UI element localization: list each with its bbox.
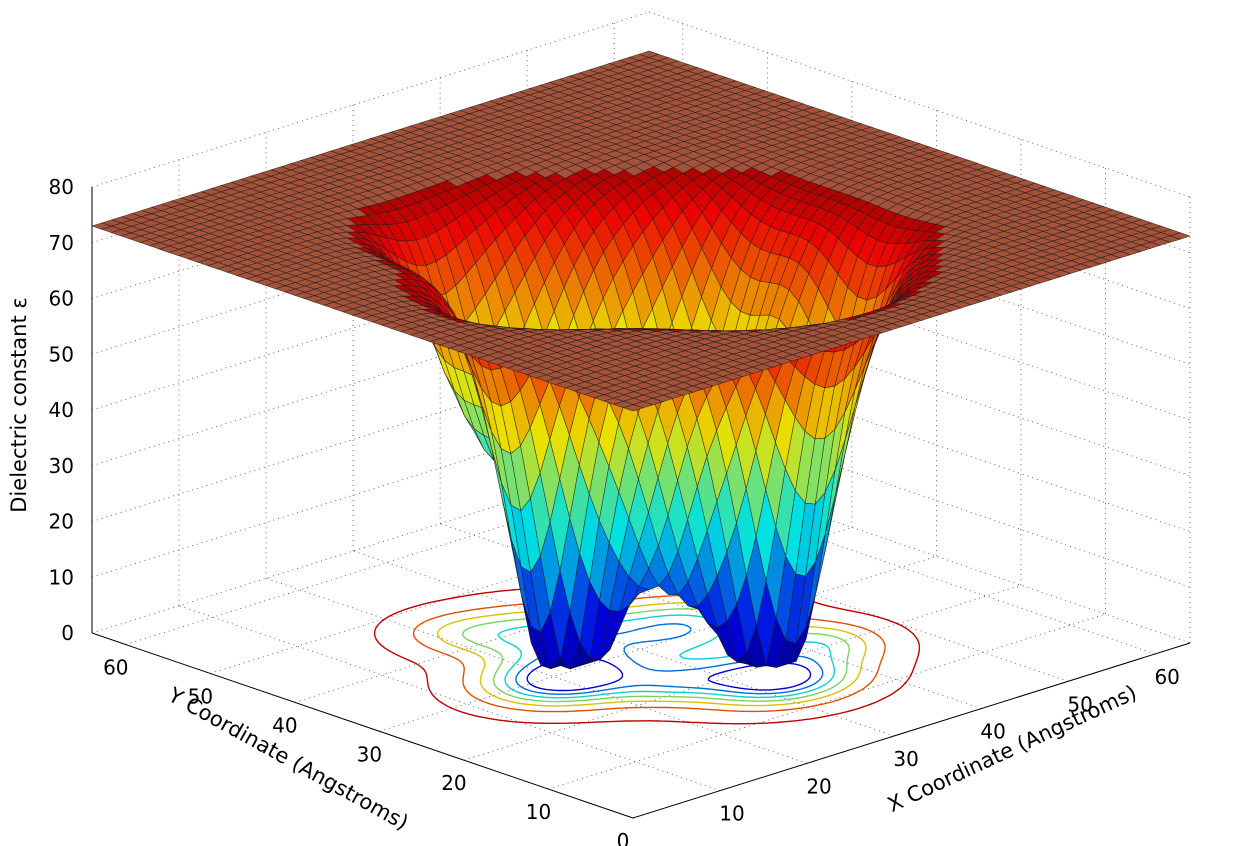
z-tick-label: 60 bbox=[49, 287, 74, 311]
x-tick-label: 30 bbox=[893, 747, 918, 771]
grid-line bbox=[648, 11, 1191, 198]
surface-cell bbox=[622, 404, 644, 412]
z-tick-label: 50 bbox=[49, 342, 74, 366]
x-tick-label: 40 bbox=[980, 720, 1005, 744]
y-axis-line bbox=[91, 632, 634, 819]
contour-level-70 bbox=[373, 580, 921, 725]
contour-projection bbox=[373, 580, 921, 725]
z-tick-label: 30 bbox=[49, 454, 74, 478]
y-tick-label: 40 bbox=[272, 713, 297, 737]
z-tick-label: 70 bbox=[49, 231, 74, 255]
x-tick-label: 20 bbox=[806, 774, 831, 798]
grid-line bbox=[352, 550, 895, 737]
y-tick-label: 60 bbox=[103, 656, 128, 680]
grid-line bbox=[614, 468, 1156, 655]
z-axis-label: Dielectric constant ε bbox=[7, 297, 31, 512]
y-tick-label: 20 bbox=[441, 771, 466, 795]
y-tick-label: 30 bbox=[357, 742, 382, 766]
x-axis-label: X Coordinate (Angstroms) bbox=[884, 680, 1141, 817]
surface-mesh bbox=[91, 50, 1191, 670]
grid-line bbox=[265, 577, 808, 764]
tick-labels: 0 10 20 30 40 50 60 70 80 10 20 30 40 50 60 0 10 20 30 40 50… bbox=[49, 175, 1180, 846]
y-tick-label: 10 bbox=[526, 800, 551, 824]
x-tick-label: 10 bbox=[719, 802, 744, 826]
z-tick-label: 0 bbox=[61, 621, 74, 645]
z-tick-label: 40 bbox=[49, 398, 74, 422]
y-tick-label: 0 bbox=[617, 829, 630, 846]
x-axis-line bbox=[632, 642, 1191, 819]
x-tick-label: 50 bbox=[1067, 692, 1092, 716]
z-tick-label: 20 bbox=[49, 510, 74, 534]
y-tick-label: 50 bbox=[188, 684, 213, 708]
z-tick-label: 10 bbox=[49, 565, 74, 589]
z-tick-label: 80 bbox=[49, 175, 74, 199]
x-tick-label: 60 bbox=[1154, 665, 1179, 689]
grid-line bbox=[178, 605, 721, 792]
